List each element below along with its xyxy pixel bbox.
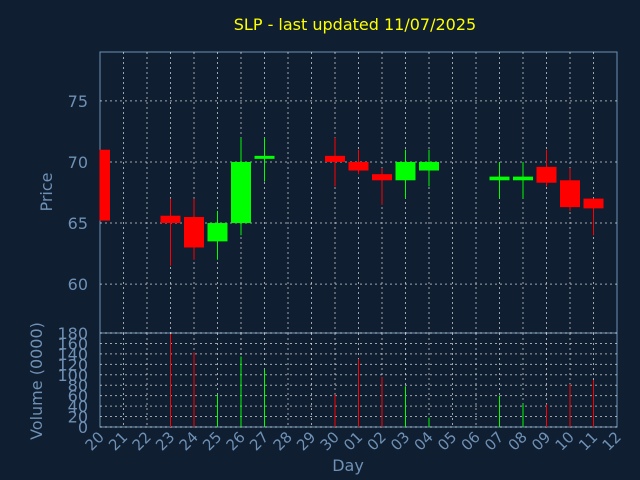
volume-y-tick-label: 140 xyxy=(57,345,88,364)
candle-body xyxy=(207,223,228,242)
volume-grid xyxy=(100,332,617,428)
x-ticks: 2021222324252627282930010203040506070809… xyxy=(82,428,625,454)
candle-10 xyxy=(560,168,580,211)
volume-y-tick-label: 80 xyxy=(68,376,88,395)
candle-25 xyxy=(207,210,228,260)
candle-23 xyxy=(160,198,181,266)
candle-body xyxy=(184,216,204,248)
price-panel: 60 65 70 75 Price xyxy=(37,51,618,334)
candle-body xyxy=(513,176,533,181)
volume-y-tick-label: 120 xyxy=(57,355,88,374)
candle-01 xyxy=(348,149,369,175)
candle-body xyxy=(395,161,416,181)
candle-body xyxy=(583,198,604,209)
candle-26 xyxy=(231,137,251,236)
volume-bars xyxy=(170,334,594,427)
price-y-tick-label: 75 xyxy=(68,92,88,111)
candle-07 xyxy=(489,161,510,199)
candle-02 xyxy=(372,168,392,205)
volume-y-tick-label: 40 xyxy=(68,397,88,416)
candle-04 xyxy=(419,149,439,187)
price-y-ticks: 60 65 70 75 xyxy=(68,92,88,294)
candle-body xyxy=(348,161,369,171)
candle-body xyxy=(254,155,275,159)
volume-y-tick-label: 100 xyxy=(57,366,88,385)
volume-y-tick-label: 20 xyxy=(68,408,88,427)
candle-27 xyxy=(254,137,275,182)
candle-08 xyxy=(513,161,533,199)
candle-body xyxy=(536,166,557,183)
volume-y-tick-label: 60 xyxy=(68,387,88,406)
volume-y-tick-label: 160 xyxy=(57,334,88,353)
candle-body xyxy=(100,149,110,221)
volume-axis-label: Volume (0000) xyxy=(27,322,46,440)
price-y-tick-label: 65 xyxy=(68,214,88,233)
x-axis-label: Day xyxy=(332,456,364,475)
price-y-tick-label: 60 xyxy=(68,275,88,294)
candles xyxy=(99,137,604,266)
candle-body xyxy=(231,161,251,224)
candle-30 xyxy=(325,137,345,187)
chart-title: SLP - last updated 11/07/2025 xyxy=(234,15,476,34)
volume-y-tick-label: 180 xyxy=(57,324,88,343)
candle-09 xyxy=(536,149,557,187)
candle-20 xyxy=(99,149,110,221)
candle-11 xyxy=(583,198,604,236)
price-axis-label: Price xyxy=(37,172,56,211)
candle-body xyxy=(419,161,439,171)
candle-body xyxy=(325,155,345,162)
candle-body xyxy=(372,174,392,181)
candle-body xyxy=(160,215,181,224)
price-y-tick-label: 70 xyxy=(68,153,88,172)
candle-03 xyxy=(395,149,416,199)
candle-body xyxy=(489,176,510,181)
candle-24 xyxy=(184,198,204,260)
volume-y-tick-label: 0 xyxy=(78,418,88,437)
candle-body xyxy=(560,180,580,208)
